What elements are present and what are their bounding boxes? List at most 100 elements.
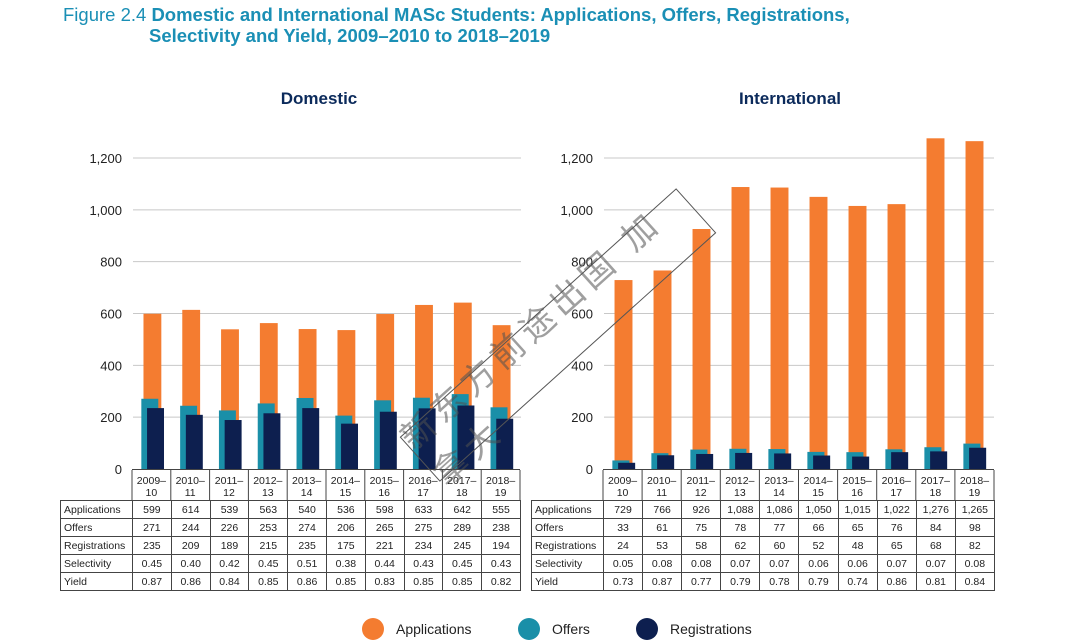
table-cell: 253 <box>248 518 289 537</box>
international-x-tick-label: 11 <box>656 487 667 499</box>
table-cell: 0.77 <box>681 572 722 591</box>
domestic-y-tick-label: 800 <box>100 255 122 270</box>
table-cell: 1,086 <box>759 500 800 519</box>
international-x-tick-label: 2011– <box>687 475 716 487</box>
table-cell: 0.40 <box>170 554 211 573</box>
international-x-tick-label: 12 <box>695 487 707 499</box>
table-cell: 633 <box>403 500 444 519</box>
domestic-data-table: Applications 599 614 539 563 540 536 598 633 642 5… <box>60 500 521 591</box>
table-row: Registrations 235 209 189 215 235 175 221 234 245… <box>60 536 521 555</box>
table-cell: 0.45 <box>442 554 483 573</box>
table-cell: 62 <box>720 536 761 555</box>
table-row-label: Registrations <box>60 536 133 555</box>
table-cell: 271 <box>132 518 172 537</box>
table-cell: 48 <box>837 536 878 555</box>
table-cell: 244 <box>170 518 211 537</box>
international-bar-applications <box>965 141 984 469</box>
international-x-tick-label: 2017– <box>921 475 950 487</box>
table-cell: 238 <box>481 518 521 537</box>
domestic-x-tick-label: 2017– <box>447 475 476 487</box>
domestic-x-tick-label: 14 <box>301 487 313 499</box>
international-x-tick-label: 2012– <box>725 475 754 487</box>
table-cell: 0.44 <box>364 554 405 573</box>
domestic-x-tick-label: 19 <box>495 487 507 499</box>
chart-legend: Applications Offers Registrations <box>0 618 1080 640</box>
domestic-x-tick-label: 12 <box>223 487 235 499</box>
domestic-x-tick-label: 13 <box>262 487 274 499</box>
table-cell: 221 <box>364 536 405 555</box>
table-cell: 0.45 <box>248 554 289 573</box>
domestic-bar-registrations <box>418 408 436 469</box>
table-cell: 0.83 <box>364 572 405 591</box>
table-cell: 540 <box>287 500 327 519</box>
international-x-tick-label: 17 <box>890 487 902 499</box>
table-cell: 98 <box>954 518 995 537</box>
domestic-x-tick-label: 16 <box>378 487 390 499</box>
table-cell: 209 <box>170 536 211 555</box>
international-bar-applications <box>614 280 633 469</box>
domestic-x-tick-label: 2011– <box>215 475 244 487</box>
table-cell: 729 <box>602 500 644 519</box>
international-bar-applications <box>887 204 906 470</box>
table-row: Selectivity 0.45 0.40 0.42 0.45 0.51 0.38 0.44 0… <box>60 554 521 573</box>
table-cell: 0.84 <box>209 572 250 591</box>
table-cell: 0.86 <box>287 572 327 591</box>
domestic-bar-registrations <box>263 413 281 469</box>
table-cell: 58 <box>681 536 722 555</box>
domestic-x-tick-label: 2012– <box>253 475 282 487</box>
international-x-tick-label: 19 <box>969 487 981 499</box>
table-cell: 78 <box>720 518 761 537</box>
domestic-x-tick-label: 2013– <box>292 475 321 487</box>
domestic-chart-title: Domestic <box>280 89 358 108</box>
table-cell: 235 <box>287 536 327 555</box>
table-cell: 0.05 <box>602 554 644 573</box>
domestic-bar-registrations <box>379 411 397 469</box>
table-row-label: Selectivity <box>60 554 133 573</box>
table-row: Selectivity 0.05 0.08 0.08 0.07 0.07 0.06 0.06 0… <box>531 554 995 573</box>
domestic-x-tick-label: 2018– <box>486 475 515 487</box>
international-bar-applications <box>653 270 672 469</box>
international-x-tick-label: 2013– <box>764 475 793 487</box>
international-bar-applications <box>848 205 867 469</box>
figure-title-line2: Selectivity and Yield, 2009–2010 to 2018… <box>149 25 551 46</box>
international-x-tick-label: 10 <box>617 487 629 499</box>
table-cell: 0.87 <box>132 572 172 591</box>
table-cell: 0.79 <box>798 572 839 591</box>
table-cell: 234 <box>403 536 444 555</box>
table-cell: 0.86 <box>170 572 211 591</box>
table-cell: 0.07 <box>876 554 917 573</box>
domestic-x-tick-label: 11 <box>185 487 196 499</box>
table-cell: 0.43 <box>403 554 444 573</box>
table-cell: 1,265 <box>954 500 995 519</box>
table-cell: 0.51 <box>287 554 327 573</box>
international-x-tick-label: 13 <box>734 487 746 499</box>
table-cell: 0.38 <box>325 554 366 573</box>
table-row-label: Offers <box>60 518 133 537</box>
table-cell: 76 <box>876 518 917 537</box>
legend-swatch-applications <box>362 618 384 640</box>
table-cell: 555 <box>481 500 521 519</box>
legend-label-applications: Applications <box>396 621 472 637</box>
table-cell: 766 <box>642 500 683 519</box>
international-y-tick-label: 600 <box>571 307 593 322</box>
table-cell: 0.86 <box>876 572 917 591</box>
international-x-tick-label: 15 <box>812 487 824 499</box>
legend-swatch-registrations <box>636 618 658 640</box>
domestic-x-tick-label: 15 <box>340 487 352 499</box>
legend-item-offers: Offers <box>518 618 590 640</box>
legend-label-registrations: Registrations <box>670 621 752 637</box>
table-cell: 0.73 <box>602 572 644 591</box>
table-cell: 0.87 <box>642 572 683 591</box>
table-cell: 0.84 <box>954 572 995 591</box>
table-cell: 206 <box>325 518 366 537</box>
international-bar-applications <box>926 138 945 469</box>
table-row-label: Yield <box>60 572 133 591</box>
table-cell: 0.08 <box>954 554 995 573</box>
table-cell: 642 <box>442 500 483 519</box>
table-row: Yield 0.73 0.87 0.77 0.79 0.78 0.79 0.74 0.86 0.8… <box>531 572 995 591</box>
table-cell: 0.85 <box>442 572 483 591</box>
international-chart-title: International <box>738 89 841 108</box>
figure-label: Figure 2.4 <box>63 4 147 25</box>
table-cell: 0.82 <box>481 572 521 591</box>
